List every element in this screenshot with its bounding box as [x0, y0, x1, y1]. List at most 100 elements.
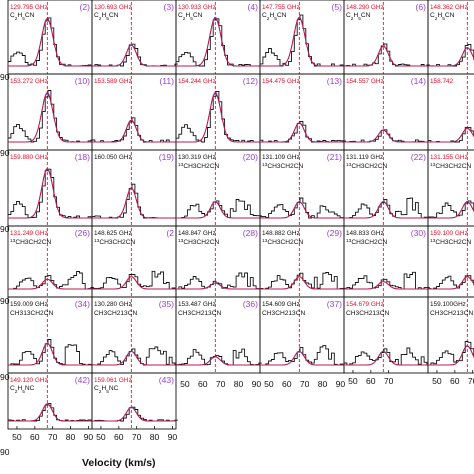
spectrum-panel: 147.755 GHz (5) C2H5CN [259, 0, 346, 75]
panel-frame [91, 372, 177, 430]
spectrum-panel: 154.679 GHz CH3CH213CN [343, 296, 430, 374]
observed-spectrum [8, 271, 94, 290]
x-tick-label: 60 [198, 379, 208, 389]
panel-molecule: CH3CH213CN [346, 310, 389, 317]
observed-spectrum [8, 339, 94, 366]
panel-number: (29) [327, 228, 342, 238]
observed-spectrum [344, 43, 430, 67]
spectrum-panel: 131.109 GHz (21) 13CH3CH2CN [259, 149, 346, 227]
panel-molecule: 13CH3CH2CN [94, 238, 135, 247]
observed-spectrum [344, 347, 430, 366]
panel-number: (3) [163, 2, 174, 12]
x-tick-label: 70 [384, 376, 394, 386]
x-tick-label: 90 [84, 432, 94, 442]
model-total-curve [260, 201, 344, 219]
spectrum-panel: 159.100GHz CH3CH213CN [427, 296, 474, 374]
observed-spectrum [344, 197, 430, 219]
observed-spectrum [428, 275, 474, 290]
spectrum-panel: 131.249 GHz (26) 13CH3CH2CN [7, 225, 94, 298]
model-total-curve [92, 276, 176, 290]
observed-spectrum [428, 127, 474, 143]
model-total-curve [176, 16, 260, 67]
panel-frequency: 159.009 GHz [10, 301, 48, 308]
panel-frequency: 154.557 GHz [346, 78, 384, 85]
panel-molecule: CH3CH213CN [94, 310, 137, 317]
x-tick-label: 50 [264, 379, 274, 389]
panel-frame [343, 296, 429, 374]
x-tick-label: 60 [450, 376, 460, 386]
spectrum-panel: 148.625 GHz (2 13CH3CH2CN [91, 225, 178, 298]
spectrum-panel: 153.272 GHz (10) [7, 73, 94, 151]
panel-number: (2 [166, 228, 174, 238]
panel-number: (42) [75, 375, 90, 385]
model-species-curve [260, 17, 344, 67]
observed-spectrum [176, 348, 262, 366]
panel-molecule: C2H5CN [10, 12, 35, 22]
model-species-curve [8, 92, 92, 143]
observed-spectrum [176, 18, 262, 67]
observed-spectrum [260, 272, 346, 290]
panel-number: (4) [247, 2, 258, 12]
model-total-curve [344, 281, 428, 290]
panel-frequency: 148.847 GHz [178, 230, 216, 237]
panel-molecule: 13CH3CH2CN [346, 238, 387, 247]
panel-molecule: 13CH3CH2CN [178, 238, 219, 247]
observed-spectrum [8, 168, 94, 219]
observed-spectrum [344, 271, 430, 290]
panel-frequency: 147.755 GHz [262, 4, 300, 11]
spectrum-panel: 158.742(15) [427, 73, 474, 151]
model-species-curve [8, 168, 92, 219]
observed-spectrum [176, 272, 262, 290]
observed-spectrum [176, 90, 262, 143]
x-tick-label: 50 [348, 376, 358, 386]
x-tick-label: 70 [132, 432, 142, 442]
panel-number: (20) [243, 152, 258, 162]
panel-frequency: 159.100GHz [430, 301, 466, 308]
panel-frequency: 130.280 GHz [94, 301, 132, 308]
model-total-curve [92, 119, 176, 143]
panel-frequency: 159.061 GHz [94, 377, 132, 384]
panel-frequency: 153.589 GHz [94, 78, 132, 85]
panel-molecule: CH313CH2CN [10, 310, 53, 317]
x-tick-label: 80 [234, 379, 244, 389]
model-total-curve [428, 201, 474, 219]
panel-molecule: 13CH3CH2CN [430, 162, 471, 171]
observed-spectrum [92, 346, 178, 366]
left-tick-label: 90 [0, 372, 10, 382]
model-total-curve [260, 350, 344, 366]
model-total-curve [8, 403, 92, 422]
model-total-curve [260, 122, 344, 143]
panel-frequency: 159.880 GHz [10, 154, 48, 161]
panel-molecule: C2H5CN [430, 12, 455, 22]
observed-spectrum [8, 403, 94, 422]
panel-molecule: C2H5NC [94, 385, 119, 395]
panel-frequency: 160.050 GHz [94, 154, 132, 161]
model-total-curve [92, 350, 176, 366]
model-total-curve [8, 91, 92, 143]
observed-spectrum [260, 120, 346, 143]
x-tick-label: 80 [150, 432, 160, 442]
panel-frequency: 154.244 GHz [178, 78, 216, 85]
left-tick-label: 90 [0, 72, 10, 82]
panel-number: (28) [243, 228, 258, 238]
left-tick-label: 90 [0, 296, 10, 306]
panel-molecule: C2H5CN [94, 12, 119, 22]
panel-frequency: 149.120 GHz [10, 377, 48, 384]
observed-spectrum [8, 90, 94, 143]
spectrum-panel: 154.244 GHz (12) [175, 73, 262, 151]
spectrum-panel: 148.847 GHz (28) 13CH3CH2CN [175, 225, 262, 298]
spectrum-panel: 148.362 GHz(7)C2H5CN [427, 0, 474, 75]
model-total-curve [92, 406, 176, 422]
spectrum-panel: 130.933 GHz (4) C2H5CN [175, 0, 262, 75]
model-species-curve [176, 17, 260, 67]
panel-number: (26) [75, 228, 90, 238]
observed-spectrum [92, 43, 178, 67]
panel-number: (37) [327, 299, 342, 309]
panel-number: (35) [159, 299, 174, 309]
panel-number: (5) [331, 2, 342, 12]
model-total-curve [344, 350, 428, 366]
panel-frequency: 154.475 GHz [262, 78, 300, 85]
